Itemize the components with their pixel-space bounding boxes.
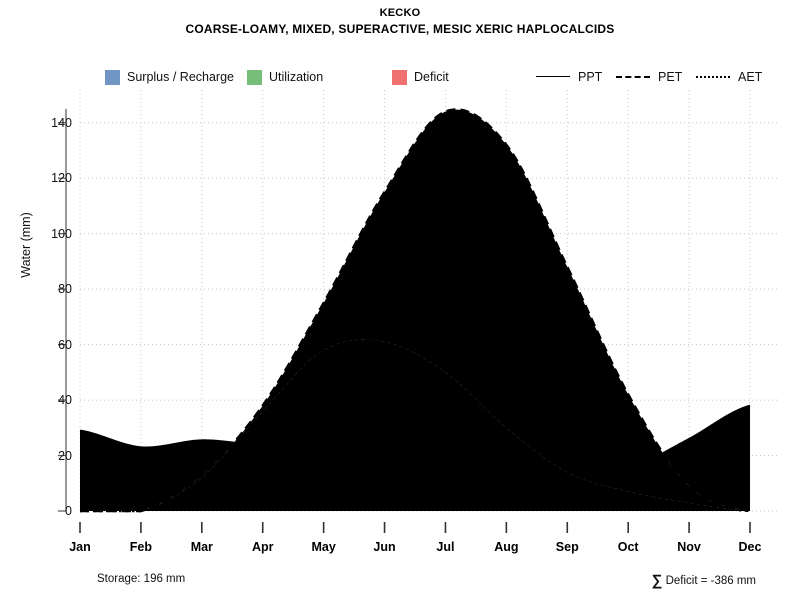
x-axis-tick-label-aug: Aug [494, 540, 519, 554]
y-axis-tick-label: 0 [65, 504, 72, 518]
deficit-color-swatch [392, 69, 407, 85]
x-axis-tick-label-may: May [311, 540, 336, 554]
x-axis-tick-label-nov: Nov [677, 540, 701, 554]
surplus-area [663, 405, 750, 511]
x-axis-tick-label-apr: Apr [251, 540, 274, 554]
x-axis-tick-label-sep: Sep [555, 540, 579, 554]
legend-item-utilization[interactable]: Utilization [247, 68, 323, 86]
deficit-annotation-text: Deficit = -386 mm [665, 575, 756, 587]
y-axis-tick-label: 80 [58, 282, 72, 297]
ppt-curve [79, 404, 751, 502]
storage-annotation: Storage: 196 mm [97, 573, 186, 585]
legend-label-utilization: Utilization [269, 70, 324, 84]
utilization-color-swatch [247, 69, 262, 85]
pet-curve [80, 108, 751, 513]
solid-line-icon [536, 70, 570, 84]
legend-item-ppt[interactable]: PPT [536, 68, 602, 86]
x-axis-tick-label-oct: Oct [617, 540, 639, 554]
surplus-color-swatch [105, 69, 120, 85]
utilization-area [80, 339, 750, 511]
surplus-area [80, 430, 233, 511]
y-axis-tick-label: 40 [58, 393, 72, 408]
y-axis-tick-label: 20 [58, 448, 72, 463]
x-axis-tick-label-dec: Dec [738, 540, 762, 554]
chart-legend: Surplus / Recharge Utilization Deficit P… [0, 68, 800, 86]
page-title: KECKO [379, 7, 421, 19]
legend-label-aet: AET [738, 70, 763, 84]
deficit-annotation: ∑ Deficit = -386 mm [652, 572, 756, 589]
legend-item-aet[interactable]: AET [696, 68, 762, 86]
dotted-line-icon [696, 70, 730, 84]
x-axis-tick-label-mar: Mar [190, 540, 213, 554]
x-axis-tick-label-jan: Jan [69, 540, 91, 554]
legend-label-pet: PET [658, 70, 683, 84]
chart-title-block: KECKO COARSE-LOAMY, MIXED, SUPERACTIVE, … [0, 6, 800, 37]
legend-label-surplus: Surplus / Recharge [127, 70, 235, 84]
sigma-icon: ∑ [651, 572, 663, 589]
x-axis-tick-label-feb: Feb [129, 540, 153, 554]
legend-label-ppt: PPT [578, 70, 603, 84]
legend-item-surplus[interactable]: Surplus / Recharge [105, 68, 234, 86]
legend-label-deficit: Deficit [414, 70, 449, 84]
y-axis-tick-label: 60 [58, 337, 72, 352]
x-axis-tick-label-jun: Jun [373, 540, 396, 554]
y-axis-tick-label: 100 [51, 226, 72, 241]
dashed-line-icon [616, 70, 650, 84]
legend-item-pet[interactable]: PET [616, 68, 682, 86]
x-axis-tick-label-jul: Jul [436, 540, 455, 554]
aet-curve [80, 338, 751, 513]
deficit-area [80, 109, 750, 511]
chart-subtitle: COARSE-LOAMY, MIXED, SUPERACTIVE, MESIC … [185, 22, 615, 36]
y-axis-labels: 0 20 40 60 80 100 120 140 [20, 0, 72, 600]
y-axis-tick-label: 140 [51, 115, 72, 130]
legend-item-deficit[interactable]: Deficit [392, 68, 449, 86]
y-axis-tick-label: 120 [51, 171, 72, 186]
